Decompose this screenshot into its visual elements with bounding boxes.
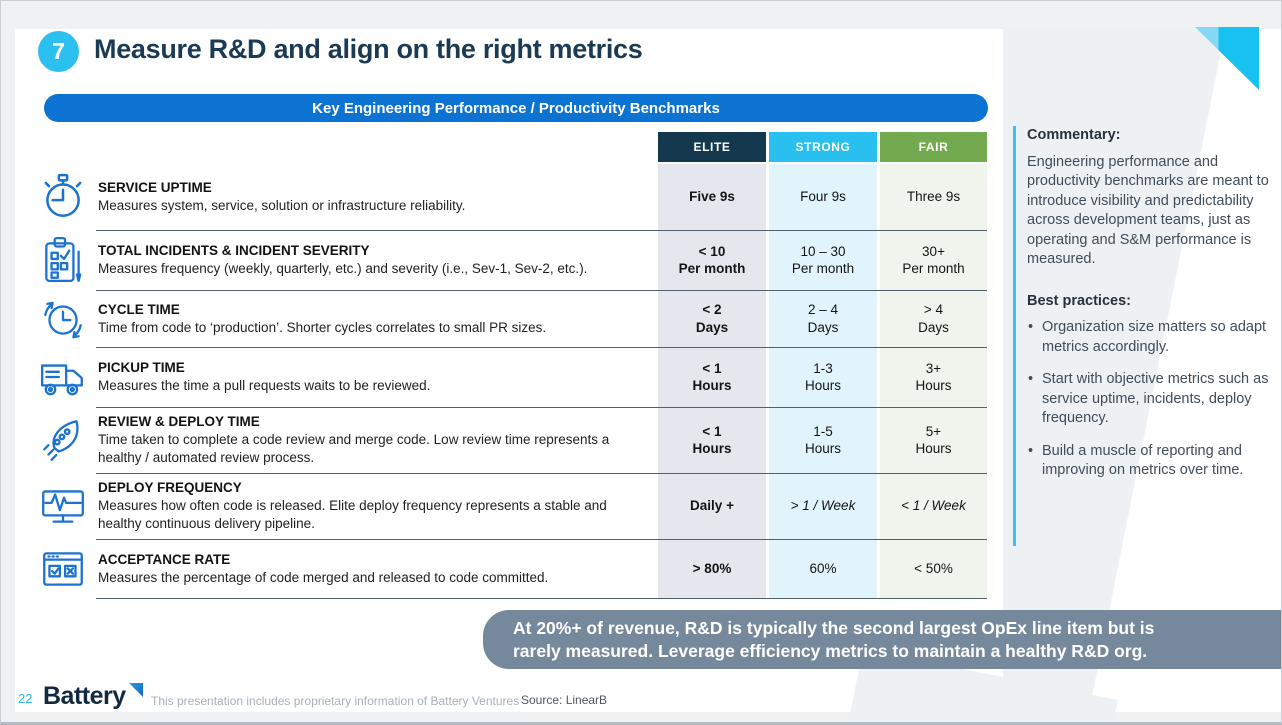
table-row: REVIEW & DEPLOY TIME Time taken to compl… <box>1 407 987 473</box>
browser-checkbox-icon <box>35 539 91 598</box>
commentary-heading: Commentary: <box>1027 127 1121 143</box>
strong-value: 60% <box>809 560 837 576</box>
monitor-pulse-icon <box>35 473 91 539</box>
elite-column-background <box>658 164 766 598</box>
elite-value: < 1 Hours <box>692 423 732 457</box>
clipboard-checklist-icon <box>35 230 91 290</box>
callout-line-1: At 20%+ of revenue, R&D is typically the… <box>513 617 1155 638</box>
strong-value: 1-3 Hours <box>804 360 841 394</box>
strong-value: > 1 / Week <box>790 498 856 514</box>
best-practices-heading: Best practices: <box>1027 292 1131 309</box>
rocket-icon <box>35 407 91 473</box>
metric-title: PICKUP TIME <box>98 360 185 375</box>
row-divider <box>96 347 987 348</box>
fair-value: 3+ Hours <box>915 360 952 394</box>
commentary-text: Engineering performance and productivity… <box>1027 153 1269 268</box>
column-header-elite: ELITE <box>658 132 766 162</box>
table-row: PICKUP TIME Measures the time a pull req… <box>1 347 987 407</box>
column-header-strong: STRONG <box>769 132 877 162</box>
fair-value: 30+ Per month <box>902 243 965 277</box>
best-practice-item: Start with objective metrics such as ser… <box>1027 370 1275 429</box>
footer-disclaimer: This presentation includes proprietary i… <box>151 694 520 708</box>
callout-line-2: rarely measured. Leverage efficiency met… <box>513 640 1148 661</box>
strong-column-background <box>769 164 877 598</box>
slide-title: Measure R&D and align on the right metri… <box>94 34 643 64</box>
slide-number-badge: 7 <box>38 31 79 72</box>
sidebar-accent-rule <box>1013 126 1016 546</box>
strong-value: 10 – 30 Per month <box>791 243 855 277</box>
callout-banner: At 20%+ of revenue, R&D is typically the… <box>483 610 1281 669</box>
best-practice-item: Organization size matters so adapt metri… <box>1027 318 1275 357</box>
row-divider <box>96 473 987 474</box>
metric-title: TOTAL INCIDENTS & INCIDENT SEVERITY <box>98 243 370 258</box>
section-banner: Key Engineering Performance / Productivi… <box>44 94 988 122</box>
metric-title: ACCEPTANCE RATE <box>98 551 231 567</box>
table-row: TOTAL INCIDENTS & INCIDENT SEVERITY Meas… <box>1 230 987 290</box>
row-divider <box>96 290 987 291</box>
metric-title: SERVICE UPTIME <box>98 180 212 195</box>
best-practice-item: Build a muscle of reporting and improvin… <box>1027 442 1275 481</box>
sidebar: Commentary: Engineering performance and … <box>1027 126 1275 494</box>
battery-logo: Battery <box>43 682 126 710</box>
fair-value: < 1 / Week <box>901 498 966 514</box>
table-row: DEPLOY FREQUENCY Measures how often code… <box>1 473 987 539</box>
page-number: 22 <box>18 691 33 706</box>
elite-value: < 1 Hours <box>692 360 732 394</box>
fair-value: Three 9s <box>906 189 961 205</box>
strong-value: 1-5 Hours <box>804 423 841 457</box>
metric-description: Measures system, service, solution or in… <box>98 198 466 213</box>
strong-value: Four 9s <box>800 189 846 205</box>
fair-value: 5+ Hours <box>915 423 952 457</box>
metric-description: Time from code to ‘production’. Shorter … <box>98 319 547 335</box>
metric-title: REVIEW & DEPLOY TIME <box>98 414 260 429</box>
metric-title: CYCLE TIME <box>98 301 180 317</box>
truck-icon <box>35 347 91 407</box>
metric-description: Measures the time a pull requests waits … <box>98 378 431 393</box>
elite-value: < 10 Per month <box>678 243 746 277</box>
metric-title: DEPLOY FREQUENCY <box>98 480 242 495</box>
column-header-fair: FAIR <box>880 132 987 162</box>
table-row: CYCLE TIME Time from code to ‘production… <box>1 290 987 347</box>
table-row: ACCEPTANCE RATE Measures the percentage … <box>1 539 987 598</box>
fair-value: > 4 Days <box>918 302 949 335</box>
table-row: SERVICE UPTIME Measures system, service,… <box>1 164 987 230</box>
fair-column-background <box>880 164 987 598</box>
elite-value: < 2 Days <box>695 302 729 335</box>
metric-description: Measures how often code is released. Eli… <box>98 498 607 531</box>
row-divider <box>96 407 987 408</box>
metric-description: Measures frequency (weekly, quarterly, e… <box>98 261 588 276</box>
stopwatch-icon <box>35 164 91 230</box>
cycle-clock-icon <box>35 290 91 347</box>
metric-description: Time taken to complete a code review and… <box>98 432 610 465</box>
source-attribution: Source: LinearB <box>521 693 608 707</box>
row-divider <box>96 539 987 540</box>
elite-value: Daily + <box>690 498 734 514</box>
elite-value: Five 9s <box>689 189 735 205</box>
metric-description: Measures the percentage of code merged a… <box>98 569 549 585</box>
elite-value: > 80% <box>692 560 732 576</box>
row-divider <box>96 598 987 599</box>
fair-value: < 50% <box>914 560 953 576</box>
strong-value: 2 – 4 Days <box>807 302 839 335</box>
row-divider <box>96 230 987 231</box>
